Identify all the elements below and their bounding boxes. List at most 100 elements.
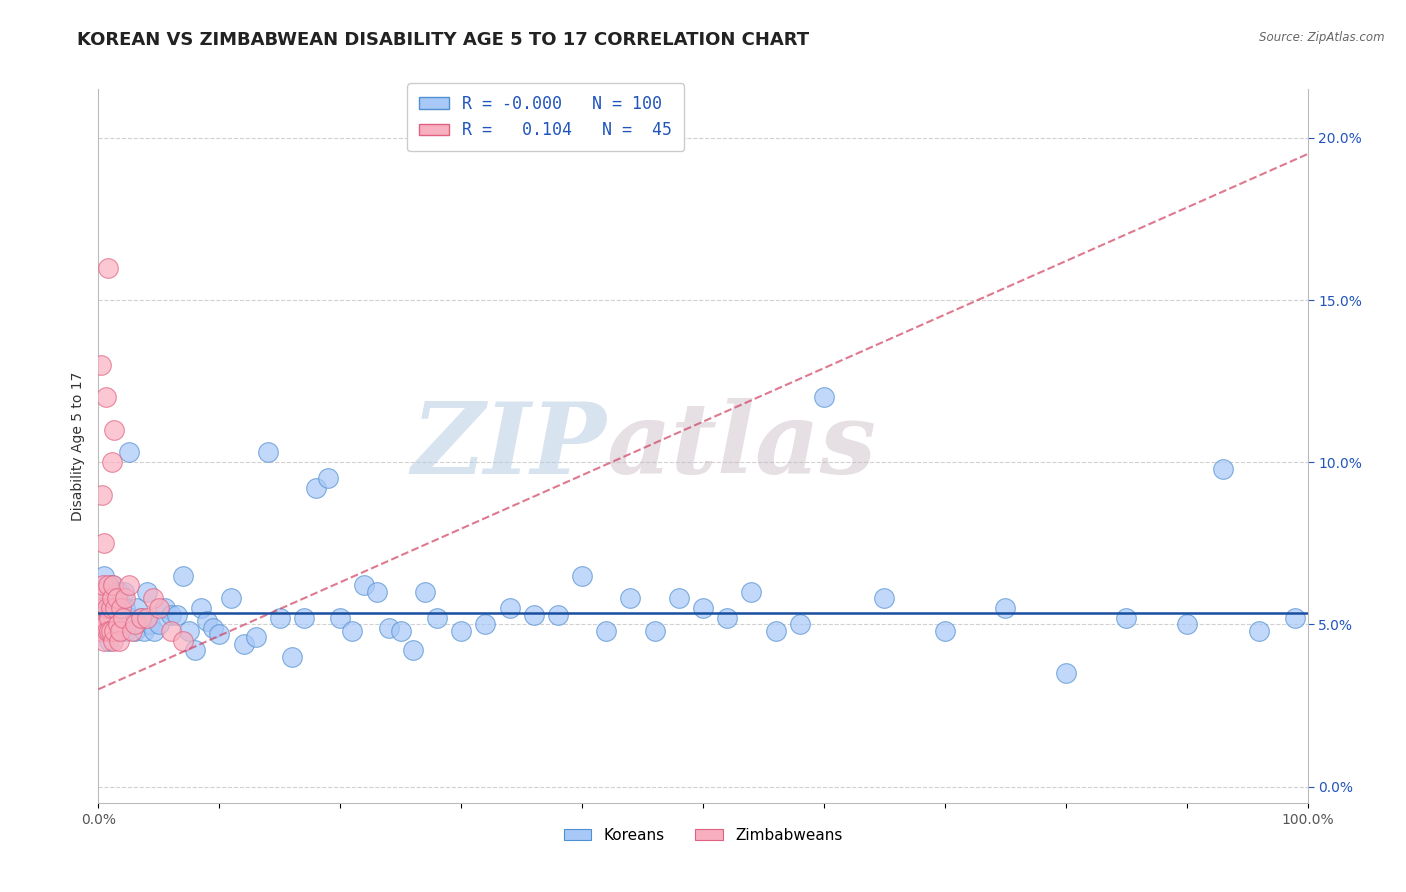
Point xyxy=(89,617,111,632)
Point xyxy=(245,631,267,645)
Point xyxy=(789,617,811,632)
Point xyxy=(316,471,339,485)
Point xyxy=(90,591,112,606)
Point xyxy=(108,633,131,648)
Point xyxy=(523,607,546,622)
Point xyxy=(934,624,956,638)
Point xyxy=(108,624,131,638)
Point xyxy=(108,585,131,599)
Point xyxy=(104,601,127,615)
Point xyxy=(134,624,156,638)
Point xyxy=(450,624,472,638)
Point xyxy=(329,611,352,625)
Point xyxy=(97,578,120,592)
Point xyxy=(94,601,117,615)
Point xyxy=(195,614,218,628)
Point xyxy=(98,633,121,648)
Point xyxy=(100,617,122,632)
Point xyxy=(107,624,129,638)
Point xyxy=(498,601,520,615)
Point xyxy=(105,617,128,632)
Point xyxy=(111,611,134,625)
Point xyxy=(94,390,117,404)
Point xyxy=(93,568,115,582)
Point xyxy=(873,591,896,606)
Point xyxy=(148,617,170,632)
Point xyxy=(90,358,112,372)
Point xyxy=(98,624,121,638)
Point xyxy=(91,617,114,632)
Point xyxy=(108,601,131,615)
Point xyxy=(813,390,835,404)
Point xyxy=(114,601,136,615)
Point xyxy=(114,591,136,606)
Point xyxy=(153,601,176,615)
Point xyxy=(110,624,132,638)
Point xyxy=(166,607,188,622)
Point xyxy=(139,617,162,632)
Point xyxy=(98,591,121,606)
Point xyxy=(101,611,124,625)
Point xyxy=(112,585,135,599)
Y-axis label: Disability Age 5 to 17: Disability Age 5 to 17 xyxy=(72,371,86,521)
Point xyxy=(103,591,125,606)
Point xyxy=(118,578,141,592)
Point xyxy=(110,601,132,615)
Point xyxy=(103,624,125,638)
Point xyxy=(413,585,436,599)
Point xyxy=(1212,461,1234,475)
Point xyxy=(97,585,120,599)
Point xyxy=(160,624,183,638)
Point xyxy=(129,611,152,625)
Point xyxy=(281,649,304,664)
Point xyxy=(96,601,118,615)
Text: ZIP: ZIP xyxy=(412,398,606,494)
Point xyxy=(595,624,617,638)
Point xyxy=(107,601,129,615)
Point xyxy=(1249,624,1271,638)
Point xyxy=(98,611,121,625)
Point xyxy=(208,627,231,641)
Point xyxy=(91,611,114,625)
Point xyxy=(692,601,714,615)
Text: Source: ZipAtlas.com: Source: ZipAtlas.com xyxy=(1260,31,1385,45)
Point xyxy=(160,607,183,622)
Point xyxy=(142,591,165,606)
Point xyxy=(292,611,315,625)
Point xyxy=(97,260,120,275)
Point xyxy=(619,591,641,606)
Point xyxy=(353,578,375,592)
Text: KOREAN VS ZIMBABWEAN DISABILITY AGE 5 TO 17 CORRELATION CHART: KOREAN VS ZIMBABWEAN DISABILITY AGE 5 TO… xyxy=(77,31,810,49)
Point xyxy=(135,585,157,599)
Point xyxy=(1284,611,1306,625)
Point xyxy=(190,601,212,615)
Point xyxy=(105,591,128,606)
Point xyxy=(366,585,388,599)
Point xyxy=(100,578,122,592)
Point xyxy=(118,445,141,459)
Point xyxy=(104,604,127,618)
Point xyxy=(91,601,114,615)
Point xyxy=(202,621,225,635)
Point xyxy=(644,624,666,638)
Point xyxy=(402,643,425,657)
Point xyxy=(100,624,122,638)
Point xyxy=(115,624,138,638)
Text: atlas: atlas xyxy=(606,398,876,494)
Point xyxy=(571,568,593,582)
Point xyxy=(93,536,115,550)
Point xyxy=(668,591,690,606)
Point xyxy=(93,617,115,632)
Point xyxy=(256,445,278,459)
Point xyxy=(94,624,117,638)
Point xyxy=(121,624,143,638)
Point xyxy=(108,611,131,625)
Point xyxy=(101,601,124,615)
Point xyxy=(103,624,125,638)
Point xyxy=(90,585,112,599)
Point xyxy=(104,601,127,615)
Point xyxy=(305,481,328,495)
Point xyxy=(100,455,122,469)
Point xyxy=(105,585,128,599)
Point xyxy=(184,643,207,657)
